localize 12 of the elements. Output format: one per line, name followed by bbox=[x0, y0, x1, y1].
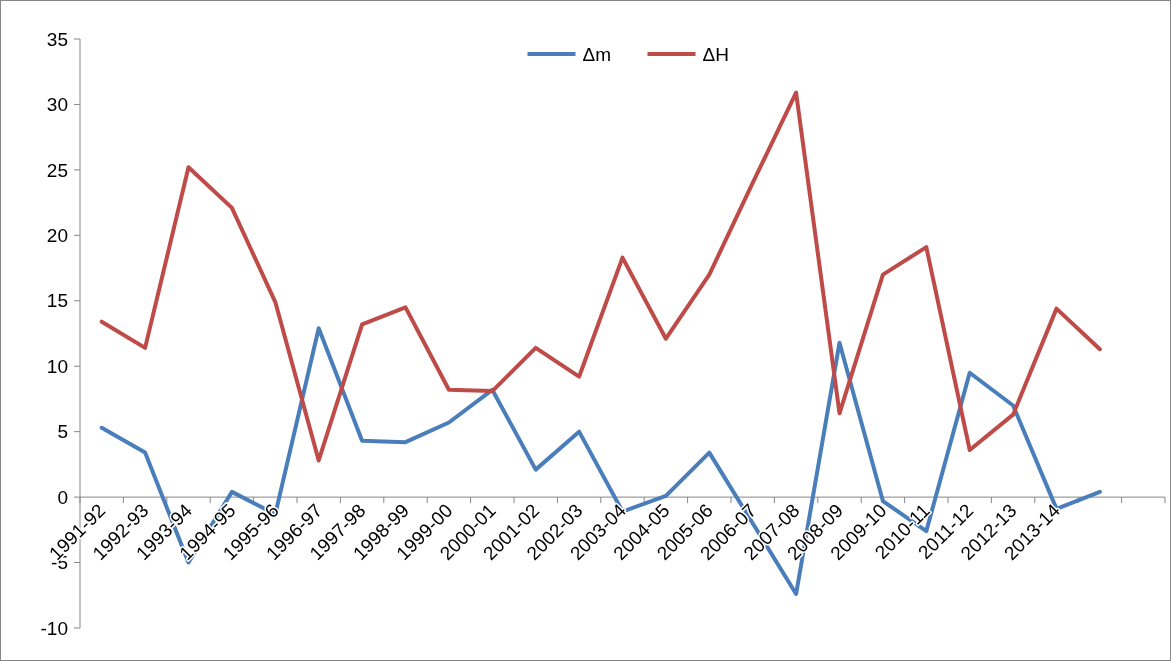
y-tick-label: 15 bbox=[46, 290, 68, 312]
legend-label: Δm bbox=[582, 43, 612, 65]
y-tick-label: 10 bbox=[46, 355, 68, 377]
y-tick-label: 30 bbox=[46, 94, 68, 116]
y-tick-label: 0 bbox=[57, 486, 68, 508]
legend-label: ΔH bbox=[702, 43, 729, 65]
y-tick-label: 25 bbox=[46, 159, 68, 181]
y-tick-label: -10 bbox=[40, 617, 68, 639]
line-series bbox=[99, 90, 1102, 463]
y-tick-label: 20 bbox=[46, 224, 68, 246]
y-tick-label: 5 bbox=[57, 421, 68, 443]
y-tick-label: 35 bbox=[46, 28, 68, 50]
